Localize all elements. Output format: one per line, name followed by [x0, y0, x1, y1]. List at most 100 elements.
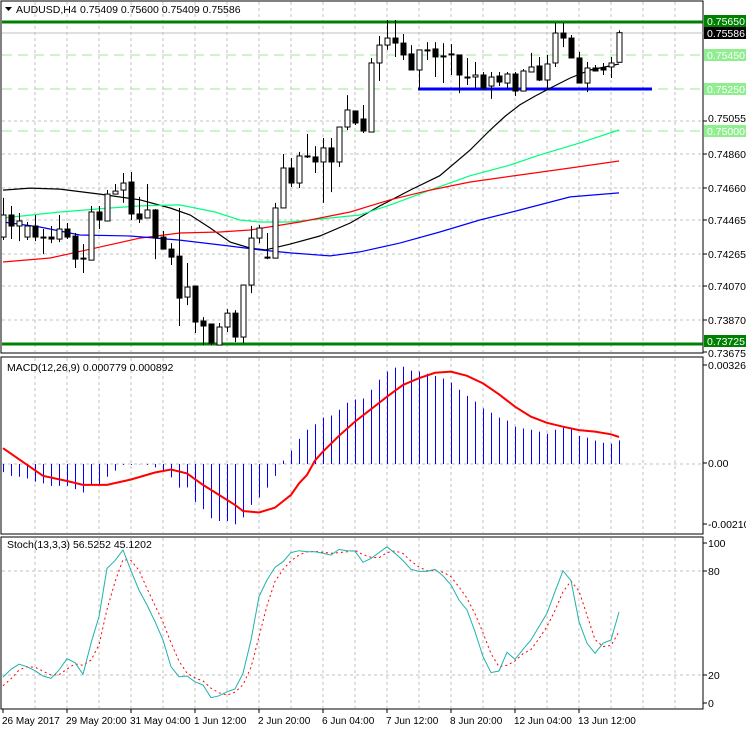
candle-bull — [272, 207, 279, 259]
candle-bull — [472, 74, 479, 78]
candle-bear — [152, 209, 159, 239]
macd-label: MACD(12,26,9) 0.000779 0.000892 — [7, 362, 174, 374]
price-tick-label: 0.73870 — [708, 315, 746, 327]
candle-bear — [208, 323, 215, 344]
price-pane[interactable] — [0, 0, 704, 354]
candle-bull — [368, 62, 375, 133]
candle-bull — [464, 76, 471, 79]
candle-bull — [552, 32, 559, 64]
candle-bull — [520, 70, 527, 92]
candle-bear — [128, 181, 135, 215]
time-axis-label: 29 May 20:00 — [66, 716, 127, 727]
candle-bull — [144, 209, 151, 219]
candle-bear — [408, 53, 415, 71]
candle-bull — [104, 193, 111, 222]
candle-bull — [184, 286, 191, 298]
price-level-label: 0.75450 — [707, 50, 745, 62]
price-tick-label: 0.75055 — [708, 113, 746, 125]
ohlc-values: 0.75409 0.75600 0.75409 0.75586 — [80, 4, 241, 16]
candle-bull — [216, 326, 223, 346]
candle-bear — [328, 147, 335, 163]
stoch-axis-label: 0 — [708, 698, 714, 710]
candle-bear — [560, 32, 567, 39]
macd-axis-label: 0.00 — [708, 458, 729, 470]
candle-bull — [264, 256, 271, 259]
candle-bull — [544, 63, 551, 81]
ma-black-line — [2, 63, 620, 251]
stoch-axis-label: 80 — [708, 566, 720, 578]
price-level-label: 0.75650 — [707, 16, 745, 28]
time-axis-label: 7 Jun 12:00 — [386, 716, 439, 727]
candle-bear — [96, 211, 103, 221]
candle-bull — [344, 109, 351, 128]
candle-bull — [384, 37, 391, 46]
time-axis-label: 2 Jun 20:00 — [258, 716, 311, 727]
time-axis-label: 8 Jun 20:00 — [450, 716, 503, 727]
price-tick-label: 0.74860 — [708, 149, 746, 161]
candle-bear — [600, 67, 607, 71]
price-level-badge — [704, 83, 746, 95]
macd-axis-label: -0.002108 — [708, 519, 746, 531]
macd-signal-line — [2, 370, 620, 514]
candle-bear — [168, 248, 175, 258]
price-tick-label: 0.74660 — [708, 183, 746, 195]
macd-pane[interactable] — [0, 356, 704, 535]
candle-bull — [424, 49, 431, 52]
candle-bear — [200, 320, 207, 327]
candle-bull — [224, 312, 231, 328]
candle-bull — [608, 62, 615, 68]
candle-bull — [240, 284, 247, 338]
candle-bear — [592, 67, 599, 72]
candle-bull — [248, 237, 255, 286]
price-tick-label: 0.74465 — [708, 215, 746, 227]
candle-bull — [336, 126, 343, 163]
time-axis-label: 31 May 04:00 — [130, 716, 191, 727]
candle-bull — [112, 190, 119, 195]
candle-bull — [448, 53, 455, 56]
candle-bear — [72, 235, 79, 260]
candle-bull — [0, 214, 7, 238]
price-level-label: 0.75000 — [707, 126, 745, 138]
candle-bear — [48, 236, 55, 240]
symbol-label: AUDUSD,H4 — [16, 4, 77, 16]
candle-bear — [192, 285, 199, 323]
candle-bull — [16, 220, 23, 227]
candle-bull — [280, 167, 287, 209]
candle-bear — [32, 225, 39, 238]
triangle-down-icon[interactable] — [5, 7, 12, 11]
candle-bull — [88, 211, 95, 261]
candle-bear — [392, 37, 399, 44]
stoch-pane[interactable] — [0, 536, 704, 710]
candle-bear — [432, 48, 439, 58]
candle-bull — [256, 227, 263, 239]
candle-bear — [232, 312, 239, 338]
price-level-badge — [704, 335, 746, 347]
price-tick-label: 0.73675 — [708, 348, 746, 360]
candle-bear — [496, 75, 503, 83]
price-level-label: 0.75586 — [707, 28, 745, 40]
candle-bear — [352, 110, 359, 124]
candle-bear — [288, 167, 295, 184]
candle-bull — [296, 155, 303, 184]
candle-bear — [64, 228, 71, 238]
candle-bull — [120, 182, 127, 191]
stoch-axis-label: 20 — [708, 670, 720, 682]
candle-bear — [176, 255, 183, 299]
candle-bear — [456, 54, 463, 76]
candle-bull — [56, 228, 63, 240]
candle-bull — [504, 73, 511, 84]
price-tick-label: 0.74070 — [708, 281, 746, 293]
candle-bear — [536, 65, 543, 81]
candle-bull — [376, 44, 383, 64]
candle-bear — [400, 42, 407, 56]
price-level-badge — [704, 27, 746, 39]
candle-bull — [40, 236, 47, 239]
candle-bull — [528, 66, 535, 73]
candle-bear — [312, 156, 319, 163]
macd-axis-label: 0.003269 — [708, 360, 746, 372]
ma-blue-line — [2, 192, 620, 257]
time-axis-label: 26 May 2017 — [2, 716, 60, 727]
candle-bear — [576, 57, 583, 84]
candle-bull — [304, 155, 311, 158]
